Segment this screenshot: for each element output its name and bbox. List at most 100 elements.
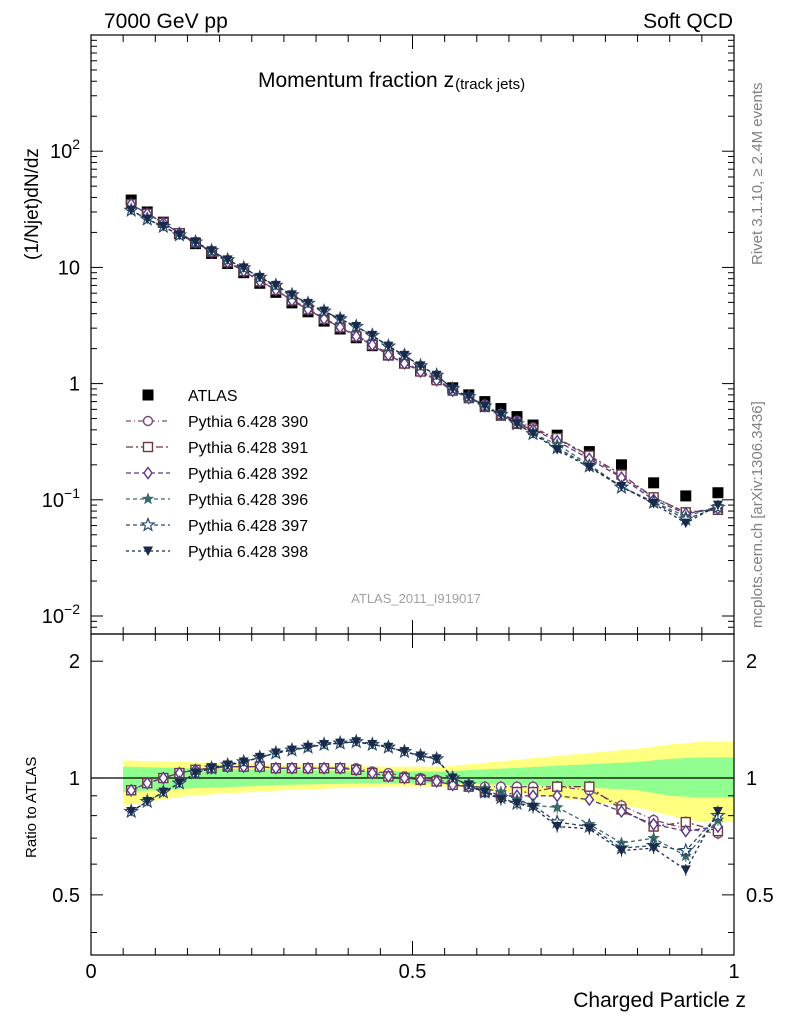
main-point-3-12 [319,312,329,326]
xtick-label-1: 0.5 [399,961,427,983]
legend-marker-5 [140,516,156,532]
legend-entry-0: ATLAS [142,388,238,405]
main-point-6-31 [712,500,723,511]
ratio-point-5-13 [335,738,346,749]
main-ytick-label-4: 102 [50,136,80,163]
ratio-point-2-19 [431,774,442,789]
legend-label-5: Pythia 6.428 397 [188,518,308,535]
main-series-group [123,194,726,529]
header-right: Soft QCD [643,10,733,33]
main-point-6-29 [648,498,659,509]
ratio-point-5-14 [351,737,362,747]
main-point-3-14 [351,329,362,344]
main-point-6-26 [552,445,563,455]
ratio-point-5-25 [528,802,539,813]
main-point-6-1 [142,214,153,225]
legend-marker-0 [142,389,154,401]
main-point-6-18 [415,361,426,371]
main-point-6-25 [528,429,539,439]
ratio-point-5-20 [447,773,458,784]
header-left: 7000 GeV pp [104,10,228,33]
main-title-text: Momentum fraction z [258,69,454,92]
analysis-watermark: ATLAS_2011_I919017 [351,591,481,606]
main-point-3-13 [335,320,346,335]
main-point-0-28 [615,459,627,471]
ratio-point-5-27 [584,824,595,834]
legend-marker-3 [143,466,153,480]
main-ytick-label-0: 10−2 [42,601,80,628]
ratio-point-5-24 [511,798,522,809]
ratio-point-5-31 [712,806,723,817]
ratio-point-5-8 [254,752,265,763]
ratio-point-2-0 [126,783,137,797]
ratio-point-2-11 [303,761,313,775]
main-point-0-30 [680,490,692,502]
ratio-point-5-9 [270,748,281,759]
ratio-point-3-26 [550,800,564,813]
ratio-point-5-0 [126,806,137,817]
ratio-ytick-label-2: 2 [69,651,80,673]
main-point-6-6 [222,255,233,265]
ratio-ytick-label-1: 1 [69,768,80,790]
xtick-label-2: 1 [728,961,739,983]
ratio-point-5-16 [383,742,394,753]
ratio-series-group [123,733,726,876]
ratio-point-5-3 [174,778,185,789]
legend-label-3: Pythia 6.428 392 [188,466,308,483]
main-point-6-13 [335,314,346,324]
main-point-6-4 [190,237,201,248]
legend-label-2: Pythia 6.428 391 [188,440,308,457]
ratio-point-2-12 [319,761,329,775]
axes-group: 10−2 10−1 1 10 102 0 0.5 1 0.5 0.5 1 1 2 2 [42,34,774,983]
main-point-6-19 [431,370,442,381]
legend-marker-4 [141,492,155,505]
legend-label-0: ATLAS [188,388,238,405]
ratio-point-5-30 [680,865,691,875]
legend-entry-4: Pythia 6.428 396 [126,492,308,509]
main-ytick-label-3: 10 [58,257,80,279]
main-point-0-29 [648,477,660,489]
main-point-6-24 [511,419,522,429]
ratio-ytick-label-right-0: 0.5 [746,885,774,907]
legend-entry-6: Pythia 6.428 398 [126,544,308,561]
x-axis-label: Charged Particle z [573,989,746,1012]
legend-entry-1: Pythia 6.428 390 [126,414,308,431]
legend-label-4: Pythia 6.428 396 [188,492,308,509]
main-series-6 [126,205,723,529]
legend-marker-6 [143,546,153,556]
main-point-3-17 [399,356,410,371]
legend-marker-1 [142,415,154,427]
ratio-point-5-22 [479,787,490,798]
ratio-point-5-17 [399,747,410,757]
main-point-6-14 [351,322,362,332]
ratio-ytick-label-0: 0.5 [52,885,80,907]
main-point-6-11 [303,298,314,309]
ratio-point-2-29 [648,817,659,831]
legend-label-1: Pythia 6.428 390 [188,414,308,431]
ratio-point-2-9 [270,761,281,775]
ratio-series-5 [126,737,723,876]
ratio-point-5-12 [319,740,330,750]
main-point-6-9 [270,280,281,291]
main-point-6-15 [367,330,378,341]
main-point-6-28 [616,482,627,492]
ratio-point-2-28 [616,804,627,819]
ratio-ylabel: Ratio to ATLAS [23,757,40,858]
ratio-point-2-16 [383,769,394,784]
ratio-point-5-26 [552,822,563,832]
ratio-ytick-label-right-1: 1 [746,768,757,790]
main-ytick-label-2: 1 [69,374,80,396]
main-point-6-12 [319,306,330,317]
main-point-6-27 [584,462,595,473]
main-point-6-17 [399,350,410,361]
ratio-point-2-1 [142,776,153,790]
ratio-point-5-6 [222,760,233,771]
ratio-point-5-18 [415,751,426,761]
main-point-6-5 [206,246,217,256]
legend-entry-5: Pythia 6.428 397 [126,516,308,535]
main-title: Momentum fraction z(track jets) [258,69,525,93]
mcplots-source-label: mcplots.cern.ch [arXiv:1306.3436] [749,401,766,628]
ratio-point-5-1 [142,797,153,807]
ratio-point-2-27 [584,792,595,807]
